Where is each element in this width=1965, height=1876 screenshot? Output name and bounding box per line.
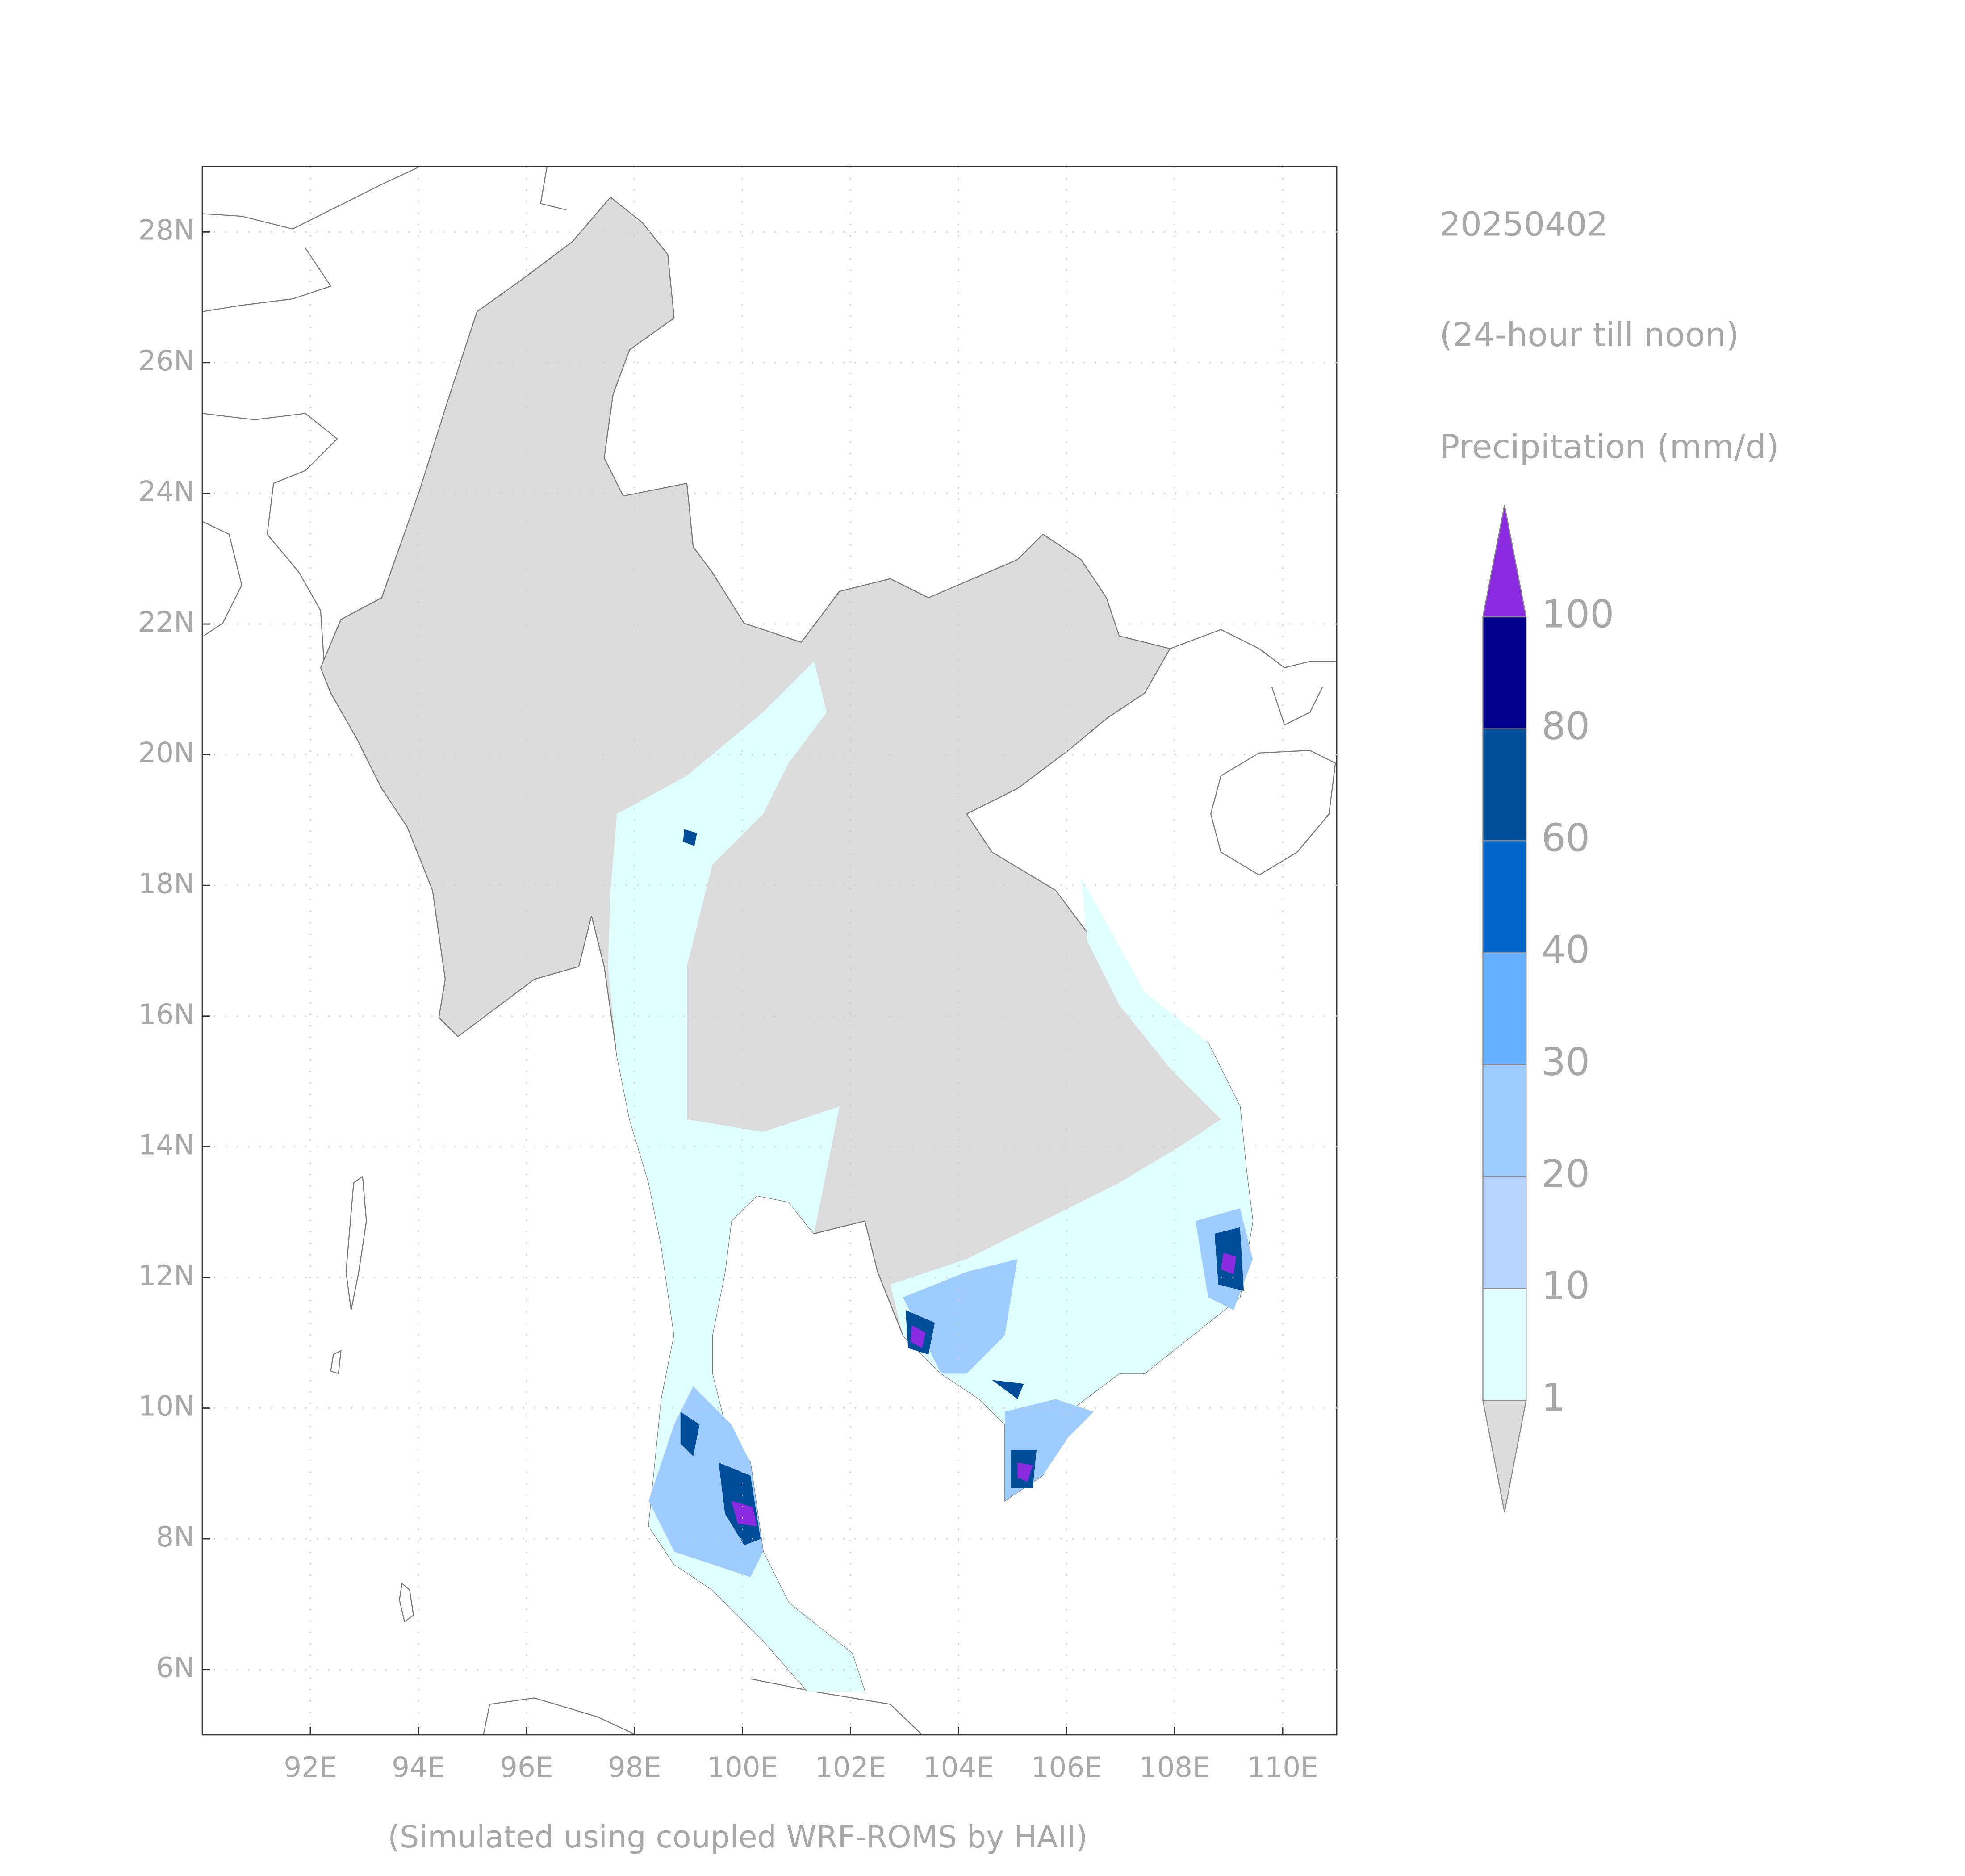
andaman-islands — [330, 1175, 414, 1623]
x-tick-label: 92E — [284, 1751, 337, 1784]
coastline — [202, 166, 566, 668]
y-tick-label: 22N — [138, 606, 195, 638]
footnote: (Simulated using coupled WRF-ROMS by HAI… — [388, 1820, 1087, 1855]
china-coast — [1170, 629, 1337, 726]
hainan — [1210, 750, 1336, 876]
sumatra — [483, 1678, 923, 1735]
rain-medium — [648, 1208, 1253, 1577]
map — [202, 166, 1337, 1735]
y-tick-label: 20N — [138, 737, 195, 769]
x-tick-label: 96E — [500, 1751, 553, 1784]
colorbar-box — [1482, 728, 1527, 842]
y-tick-label: 24N — [138, 475, 195, 508]
colorbar-over — [1482, 505, 1527, 618]
colorbar-label: 40 — [1541, 928, 1590, 972]
x-tick-label: 110E — [1247, 1751, 1318, 1784]
colorbar-box — [1482, 840, 1527, 953]
x-tick-label: 98E — [608, 1751, 661, 1784]
y-tick-label: 28N — [138, 214, 195, 246]
colorbar-box — [1482, 616, 1527, 729]
colorbar-label: 1 — [1541, 1376, 1565, 1420]
colorbar-label: 10 — [1541, 1264, 1590, 1308]
y-tick-label: 8N — [156, 1520, 195, 1553]
map-frame — [201, 166, 1338, 1736]
y-tick-label: 18N — [138, 867, 195, 900]
colorbar-label: 100 — [1541, 592, 1614, 636]
x-tick-label: 106E — [1031, 1751, 1102, 1784]
colorbar-label: 20 — [1541, 1152, 1590, 1196]
y-tick-label: 10N — [138, 1390, 195, 1423]
colorbar-box — [1482, 1176, 1527, 1289]
y-tick-label: 14N — [138, 1128, 195, 1161]
y-tick-label: 12N — [138, 1259, 195, 1292]
colorbar-box — [1482, 952, 1527, 1065]
colorbar-label: 80 — [1541, 704, 1590, 749]
rain-heavy — [680, 829, 1244, 1545]
colorbar-label: 30 — [1541, 1040, 1590, 1085]
colorbar-box — [1482, 1288, 1527, 1401]
variable-label: Precipitation (mm/d) — [1440, 428, 1779, 466]
date-label: 20250402 — [1440, 205, 1608, 243]
y-tick-label: 26N — [138, 344, 195, 377]
x-tick-label: 102E — [815, 1751, 886, 1784]
x-tick-label: 104E — [923, 1751, 994, 1784]
y-tick-label: 16N — [138, 998, 195, 1030]
y-tick-label: 6N — [156, 1651, 195, 1684]
colorbar-box — [1482, 1064, 1527, 1177]
x-tick-label: 100E — [707, 1751, 778, 1784]
x-tick-label: 108E — [1139, 1751, 1210, 1784]
colorbar-label: 60 — [1541, 817, 1590, 861]
period-label: (24-hour till noon) — [1440, 316, 1739, 354]
x-tick-label: 94E — [392, 1751, 445, 1784]
